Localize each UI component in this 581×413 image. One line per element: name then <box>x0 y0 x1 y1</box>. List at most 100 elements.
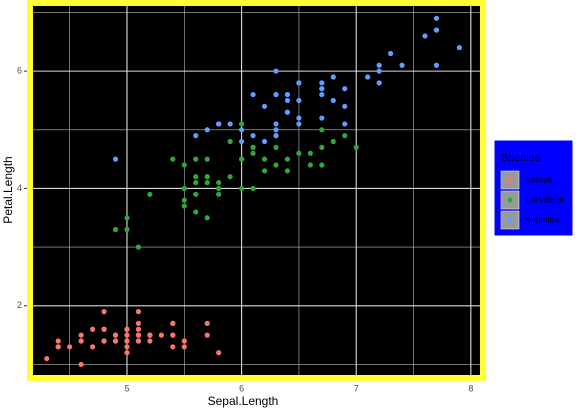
legend-label: virginica <box>526 214 559 224</box>
point <box>319 115 325 121</box>
point <box>261 138 268 145</box>
point <box>204 215 210 221</box>
legend-title: Species <box>501 152 541 164</box>
point <box>193 191 199 197</box>
point <box>319 144 325 150</box>
point <box>456 45 462 51</box>
x-tick-label: 7 <box>354 383 359 393</box>
point <box>319 127 325 133</box>
point <box>227 121 233 127</box>
point <box>376 80 382 86</box>
point <box>112 338 119 344</box>
x-tick-label: 6 <box>239 383 244 393</box>
point <box>342 86 348 92</box>
point <box>284 168 291 174</box>
point <box>181 162 187 168</box>
point <box>250 91 256 98</box>
point <box>376 62 382 68</box>
point <box>273 121 279 127</box>
x-tick-label: 8 <box>468 383 473 393</box>
legend-marker <box>507 197 513 203</box>
point <box>433 62 440 68</box>
point <box>204 156 210 162</box>
y-tick-label: 6 <box>17 65 22 75</box>
point <box>193 156 199 162</box>
point <box>342 103 348 109</box>
point <box>261 168 268 174</box>
point <box>216 121 222 127</box>
point <box>433 15 440 21</box>
point <box>181 338 187 344</box>
point <box>216 350 222 356</box>
point <box>330 97 336 104</box>
point <box>376 68 382 74</box>
point <box>342 121 348 127</box>
point <box>296 97 302 104</box>
point <box>204 332 210 338</box>
point <box>261 156 268 162</box>
point <box>330 74 336 80</box>
x-axis-title: Sepal.Length <box>208 394 279 408</box>
point <box>78 332 84 338</box>
point <box>135 320 142 326</box>
point <box>422 33 428 39</box>
point <box>227 174 233 180</box>
point <box>193 174 199 180</box>
point <box>319 91 325 98</box>
point <box>216 191 222 197</box>
point <box>284 109 291 115</box>
point <box>250 150 256 156</box>
panel <box>27 0 486 381</box>
point <box>181 197 187 203</box>
point <box>296 80 302 86</box>
panel <box>27 0 486 381</box>
point <box>101 309 107 315</box>
point <box>284 91 291 98</box>
point <box>204 320 210 326</box>
point <box>90 326 96 332</box>
y-tick-label: 2 <box>17 300 22 310</box>
point <box>261 103 268 109</box>
point <box>388 50 394 57</box>
legend-label: setosa <box>526 174 553 184</box>
point <box>216 179 222 186</box>
point <box>239 156 245 162</box>
point <box>193 133 199 139</box>
point <box>273 133 279 139</box>
point <box>181 203 187 209</box>
point <box>78 338 84 344</box>
point <box>273 68 279 74</box>
point <box>296 121 302 127</box>
point <box>135 244 142 250</box>
point <box>239 127 245 133</box>
point <box>90 344 96 350</box>
point <box>101 338 107 344</box>
point <box>227 138 233 145</box>
y-axis-title: Petal.Length <box>1 156 15 223</box>
point <box>124 338 130 344</box>
point <box>124 226 130 233</box>
point <box>193 179 199 186</box>
point <box>181 185 187 192</box>
point <box>55 344 61 350</box>
point <box>135 332 142 338</box>
point <box>204 174 210 180</box>
point <box>158 332 164 338</box>
point <box>67 344 73 350</box>
point <box>284 156 291 162</box>
point <box>124 326 130 332</box>
point <box>170 156 176 162</box>
point <box>353 144 359 150</box>
point <box>250 144 256 150</box>
point <box>319 86 325 92</box>
point <box>296 115 302 121</box>
point <box>135 309 142 315</box>
point <box>135 338 142 344</box>
point <box>204 179 210 186</box>
point <box>135 326 142 332</box>
point <box>170 320 176 326</box>
point <box>112 332 119 338</box>
point <box>307 150 313 156</box>
point <box>55 338 61 344</box>
